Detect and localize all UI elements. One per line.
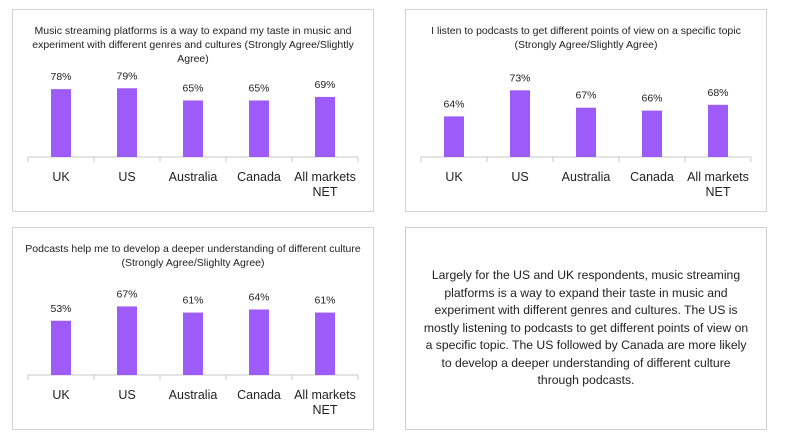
category-label: US bbox=[511, 170, 528, 184]
bar-us bbox=[117, 88, 137, 157]
category-label: Australia bbox=[169, 388, 218, 402]
data-label: 53% bbox=[50, 303, 71, 315]
chart-title: Podcasts help me to develop a deeper und… bbox=[25, 243, 361, 269]
bar-australia bbox=[576, 107, 596, 157]
data-label: 73% bbox=[509, 72, 530, 84]
bar-all-markets-net bbox=[315, 312, 335, 375]
bar-canada bbox=[642, 110, 662, 157]
chart-title: I listen to podcasts to get different po… bbox=[431, 25, 741, 51]
data-label: 65% bbox=[248, 82, 269, 94]
category-label: Canada bbox=[237, 388, 281, 402]
chart-panel-music-streaming: Music streaming platforms is a way to ex… bbox=[12, 9, 374, 212]
bar-all-markets-net bbox=[315, 96, 335, 157]
bar-all-markets-net bbox=[708, 104, 728, 157]
category-label: All markets bbox=[294, 388, 356, 402]
bar-canada bbox=[249, 309, 269, 375]
chart-panel-podcast-points-of-view: I listen to podcasts to get different po… bbox=[405, 9, 767, 212]
category-label: Australia bbox=[169, 170, 218, 184]
chart-panel-podcast-culture: Podcasts help me to develop a deeper und… bbox=[12, 227, 374, 430]
summary-note-text: Largely for the US and UK respondents, m… bbox=[423, 267, 749, 388]
bar-chart: 53% UK 67% US 61% Australia 64% Canada 61% All ma… bbox=[27, 288, 359, 417]
data-label: 61% bbox=[182, 295, 203, 307]
data-label: 68% bbox=[707, 87, 728, 99]
category-label: All markets bbox=[294, 170, 356, 184]
category-label: US bbox=[118, 170, 135, 184]
bar-canada bbox=[249, 100, 269, 157]
bar-australia bbox=[183, 100, 203, 157]
data-label: 67% bbox=[575, 90, 596, 102]
chart-title: Music streaming platforms is a way to ex… bbox=[32, 25, 354, 65]
bar-australia bbox=[183, 312, 203, 375]
bar-us bbox=[510, 90, 530, 157]
category-label: UK bbox=[445, 170, 463, 184]
data-label: 64% bbox=[443, 98, 464, 110]
data-label: 67% bbox=[116, 288, 137, 300]
category-label: All markets bbox=[687, 170, 749, 184]
bar-uk bbox=[51, 89, 71, 157]
data-label: 78% bbox=[50, 71, 71, 83]
data-label: 66% bbox=[641, 93, 662, 105]
bar-uk bbox=[444, 116, 464, 157]
bar-uk bbox=[51, 320, 71, 375]
bar-chart: 78% UK 79% US 65% Australia 65% Canada 69% All ma… bbox=[27, 70, 359, 199]
category-label: UK bbox=[52, 170, 70, 184]
summary-note-panel: Largely for the US and UK respondents, m… bbox=[405, 227, 767, 430]
bar-chart: 64% UK 73% US 67% Australia 66% Canada 68% All ma… bbox=[420, 72, 752, 199]
data-label: 64% bbox=[248, 291, 269, 303]
category-label: Canada bbox=[630, 170, 674, 184]
category-label: NET bbox=[313, 185, 338, 199]
data-label: 79% bbox=[116, 70, 137, 82]
data-label: 69% bbox=[314, 79, 335, 91]
category-label: US bbox=[118, 388, 135, 402]
category-label: NET bbox=[706, 185, 731, 199]
data-label: 65% bbox=[182, 82, 203, 94]
bar-us bbox=[117, 306, 137, 375]
category-label: Canada bbox=[237, 170, 281, 184]
category-label: Australia bbox=[562, 170, 611, 184]
data-label: 61% bbox=[314, 295, 335, 307]
category-label: UK bbox=[52, 388, 70, 402]
category-label: NET bbox=[313, 403, 338, 417]
